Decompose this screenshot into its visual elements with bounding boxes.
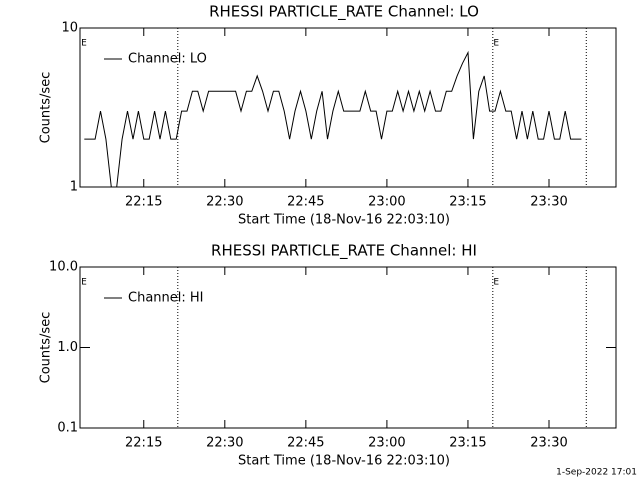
footer: 1-Sep-2022 17:01 xyxy=(556,468,637,478)
x-tick-label: 23:15 xyxy=(449,436,486,451)
y-axis-label: Counts/sec xyxy=(39,72,54,144)
x-tick-label: 23:00 xyxy=(368,195,405,210)
y-tick-label: 0.1 xyxy=(57,421,78,436)
plot-frame xyxy=(79,27,617,188)
chart-title: RHESSI PARTICLE_RATE Channel: LO xyxy=(209,3,479,22)
x-tick-label: 23:30 xyxy=(530,195,567,210)
x-tick-label: 22:15 xyxy=(125,436,162,451)
annotation: E xyxy=(81,39,87,49)
chart-title: RHESSI PARTICLE_RATE Channel: HI xyxy=(211,242,477,261)
x-tick-label: 23:15 xyxy=(449,195,486,210)
legend-label: Channel: HI xyxy=(128,291,204,306)
x-tick-label: 23:30 xyxy=(530,436,567,451)
x-axis-label: Start Time (18-Nov-16 22:03:10) xyxy=(238,213,450,228)
legend-label: Channel: LO xyxy=(128,52,207,67)
x-tick-label: 22:45 xyxy=(287,436,324,451)
x-tick-label: 22:15 xyxy=(125,195,162,210)
y-axis-label: Counts/sec xyxy=(39,312,54,384)
annotation: E xyxy=(493,278,499,288)
x-tick-label: 22:30 xyxy=(206,436,243,451)
y-tick-label: 1.0 xyxy=(57,340,78,355)
annotation: E xyxy=(81,278,87,288)
y-tick-label: 10 xyxy=(61,21,78,36)
x-axis-label: Start Time (18-Nov-16 22:03:10) xyxy=(238,454,450,469)
y-tick-label: 1 xyxy=(70,180,78,195)
x-tick-label: 23:00 xyxy=(368,436,405,451)
x-tick-label: 22:45 xyxy=(287,195,324,210)
x-tick-label: 22:30 xyxy=(206,195,243,210)
data-line xyxy=(84,50,582,188)
y-tick-label: 10.0 xyxy=(49,260,78,275)
annotation: E xyxy=(493,39,499,49)
